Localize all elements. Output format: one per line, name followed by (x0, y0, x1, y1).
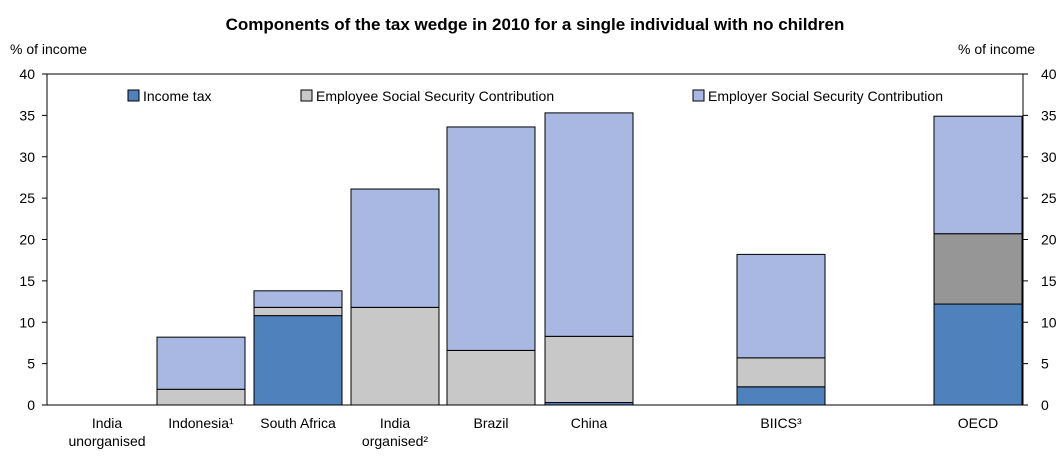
y-tick-label-right: 40 (1041, 66, 1057, 82)
x-tick-label: Indonesia¹ (168, 415, 234, 431)
bar-segment (351, 189, 439, 307)
legend: Income tax Employee Social Security Contr… (128, 88, 943, 104)
x-tick-label: India unorganised (68, 415, 145, 449)
x-tick-label: India organised² (362, 415, 428, 449)
y-tick-label-left: 10 (19, 314, 35, 330)
bar-segment (545, 113, 633, 336)
bar-segment (254, 316, 342, 405)
bar-segment (254, 291, 342, 308)
y-tick-label-left: 5 (27, 356, 35, 372)
bar-segment (157, 389, 245, 405)
y-tick-label-right: 20 (1041, 232, 1057, 248)
bar-segment (737, 387, 825, 405)
legend-swatch (128, 90, 139, 101)
y-tick-label-right: 0 (1041, 397, 1049, 413)
bar-segment (934, 304, 1022, 405)
x-tick-label: BIICS³ (760, 415, 802, 431)
y-tick-label-left: 0 (27, 397, 35, 413)
y-tick-label-left: 30 (19, 149, 35, 165)
bar-segment (447, 350, 535, 405)
bar-segment (447, 127, 535, 350)
y-tick-label-left: 35 (19, 107, 35, 123)
bar-segment (545, 336, 633, 402)
legend-label: Employee Social Security Contribution (316, 88, 554, 104)
y-tick-label-right: 25 (1041, 190, 1057, 206)
y-tick-label-right: 5 (1041, 356, 1049, 372)
bar-segment (934, 116, 1022, 234)
x-tick-label: Brazil (473, 415, 508, 431)
y-tick-label-left: 40 (19, 66, 35, 82)
bar-segment (934, 234, 1022, 304)
bar-segment (737, 358, 825, 387)
bar-segment (254, 307, 342, 315)
bar-segment (157, 337, 245, 389)
legend-label: Employer Social Security Contribution (708, 88, 943, 104)
y-tick-label-left: 15 (19, 273, 35, 289)
y-tick-label-right: 15 (1041, 273, 1057, 289)
bar-segment (351, 307, 439, 405)
x-tick-label: China (571, 415, 608, 431)
y-tick-label-right: 10 (1041, 314, 1057, 330)
y-axis-label-right: % of income (958, 41, 1035, 57)
y-tick-label-left: 25 (19, 190, 35, 206)
x-tick-label: OECD (958, 415, 998, 431)
chart-title: Components of the tax wedge in 2010 for … (226, 15, 845, 34)
y-tick-label-right: 35 (1041, 107, 1057, 123)
y-tick-label-right: 30 (1041, 149, 1057, 165)
x-tick-label: South Africa (260, 415, 336, 431)
bar-segment (737, 254, 825, 357)
legend-swatch (693, 90, 704, 101)
legend-swatch (301, 90, 312, 101)
legend-label: Income tax (143, 88, 211, 104)
y-tick-label-left: 20 (19, 232, 35, 248)
y-axis-label-left: % of income (10, 41, 87, 57)
